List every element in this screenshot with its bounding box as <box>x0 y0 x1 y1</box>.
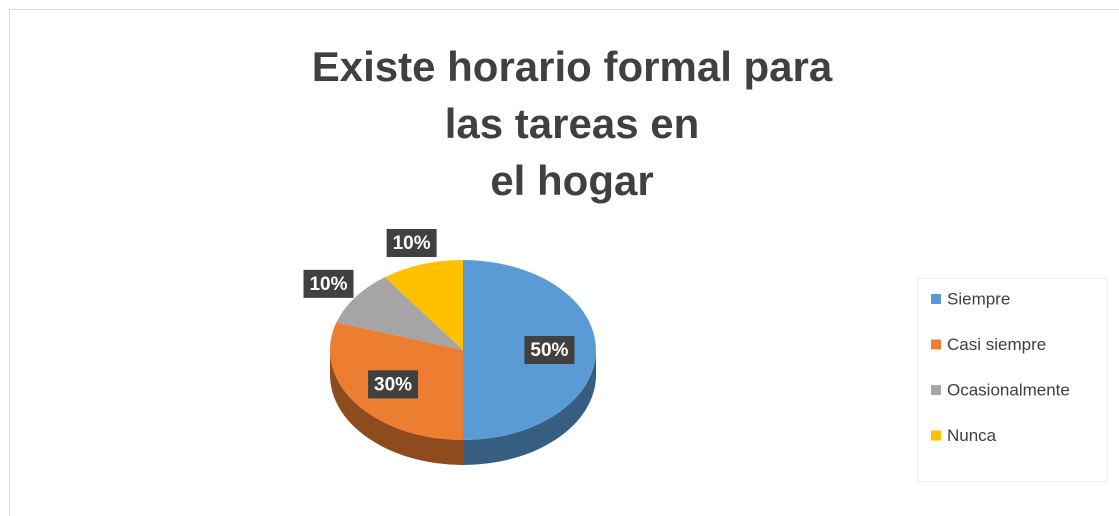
legend-swatch <box>931 294 941 304</box>
value-label: 50% <box>530 340 568 361</box>
legend-swatch <box>931 339 941 350</box>
legend <box>917 278 1108 482</box>
value-label-box <box>524 336 575 364</box>
legend-label: Siempre <box>947 289 1010 308</box>
chart-title: Existe horario formal para <box>312 43 833 90</box>
pie-side <box>463 350 596 465</box>
value-label: 10% <box>393 233 431 254</box>
legend-swatch <box>931 430 941 441</box>
legend-swatch <box>931 385 941 395</box>
value-label: 10% <box>309 274 347 295</box>
value-label: 30% <box>374 374 412 395</box>
legend-label: Casi siempre <box>947 335 1046 354</box>
pie-slice <box>336 277 463 350</box>
value-label-box <box>368 370 419 399</box>
value-label-box <box>303 269 354 298</box>
legend-label: Nunca <box>947 426 997 445</box>
pie-slice <box>384 260 463 350</box>
pie-side <box>330 350 463 465</box>
value-label-box <box>386 229 437 258</box>
chart-title: las tareas en <box>445 100 700 147</box>
legend-label: Ocasionalmente <box>947 380 1070 399</box>
chart-title: el hogar <box>490 157 653 204</box>
